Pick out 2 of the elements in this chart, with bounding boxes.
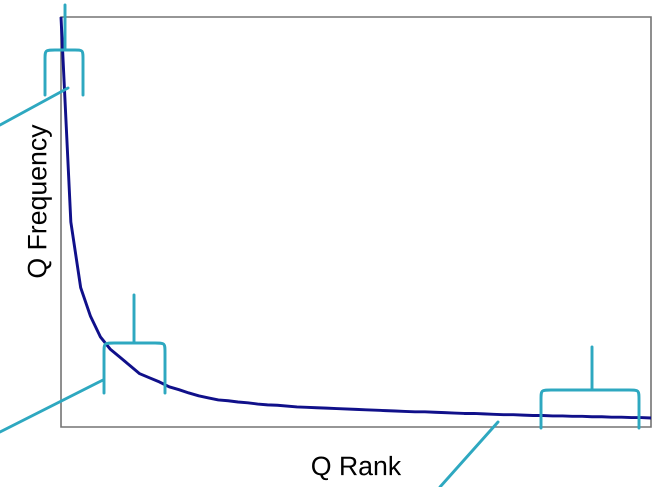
x-axis-title: Q Rank: [312, 456, 402, 480]
y-axis-title: Q Frequency: [28, 124, 52, 278]
